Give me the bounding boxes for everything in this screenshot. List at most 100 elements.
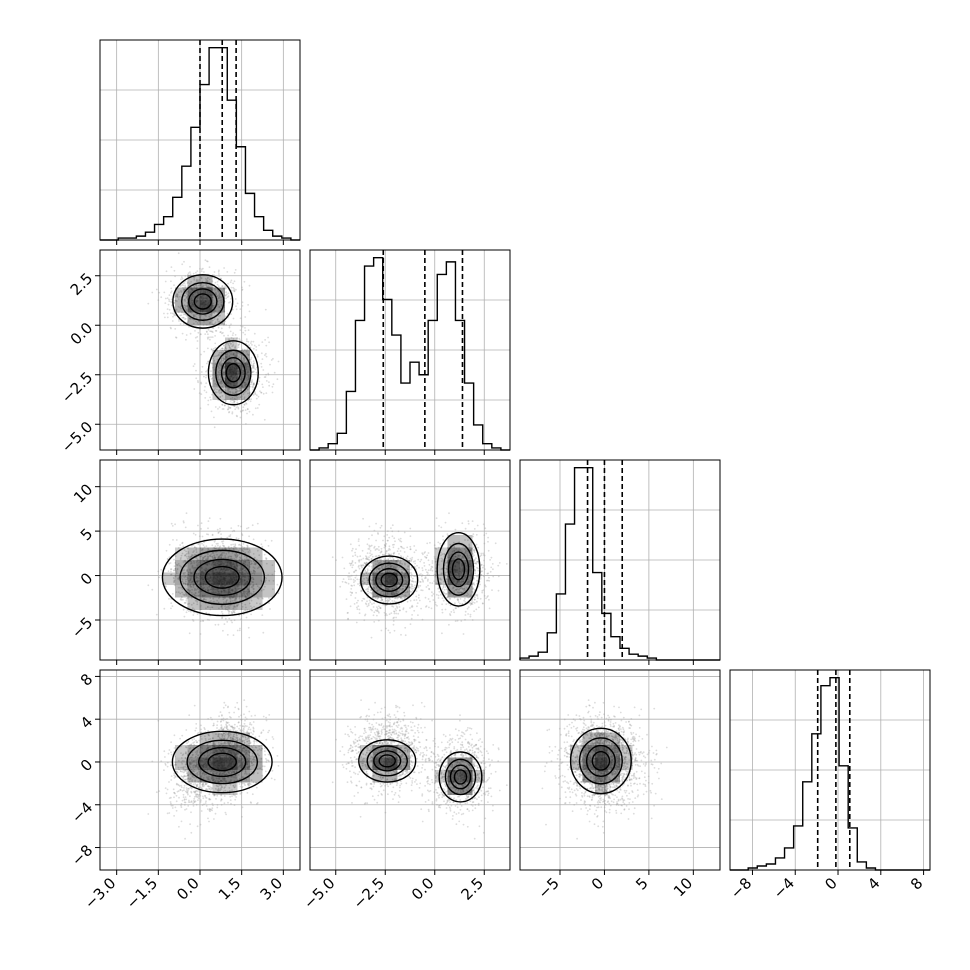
- scatter-point: [166, 557, 169, 560]
- scatter-point: [207, 337, 209, 340]
- scatter-point: [183, 602, 186, 604]
- scatter-point: [497, 564, 500, 567]
- scatter-point: [248, 284, 251, 287]
- scatter-point: [228, 338, 230, 340]
- scatter-point: [221, 610, 223, 613]
- scatter-point: [240, 389, 242, 392]
- scatter-point: [239, 410, 242, 412]
- scatter-point: [435, 593, 438, 596]
- scatter-point: [193, 315, 195, 318]
- scatter-point: [240, 618, 243, 621]
- scatter-point: [244, 329, 247, 332]
- scatter-point: [232, 353, 235, 356]
- scatter-point: [355, 574, 358, 577]
- scatter-point: [219, 517, 222, 520]
- scatter-point: [209, 330, 211, 332]
- scatter-point: [215, 330, 218, 332]
- scatter-point: [234, 408, 237, 411]
- scatter-point: [394, 540, 396, 543]
- scatter-point: [199, 328, 201, 331]
- scatter-point: [185, 296, 188, 298]
- scatter-point: [424, 596, 427, 599]
- scatter-point: [220, 379, 223, 382]
- scatter-point: [467, 522, 470, 525]
- scatter-point: [391, 535, 394, 538]
- scatter-point: [230, 543, 233, 546]
- scatter-point: [226, 536, 229, 539]
- scatter-point: [474, 596, 476, 599]
- scatter-point: [421, 618, 424, 621]
- y-tick-label: 10: [70, 480, 96, 506]
- scatter-point: [255, 371, 258, 374]
- scatter-point: [387, 530, 389, 532]
- scatter-point: [414, 581, 417, 583]
- scatter-point: [173, 314, 176, 317]
- scatter-point: [223, 357, 225, 359]
- scatter-point: [242, 360, 245, 363]
- scatter-point: [205, 330, 208, 333]
- scatter-point: [464, 527, 467, 530]
- scatter-point: [190, 281, 192, 283]
- scatter-point: [219, 382, 221, 384]
- scatter-point: [256, 522, 259, 525]
- scatter-point: [218, 389, 221, 392]
- scatter-point: [231, 334, 234, 336]
- scatter-point: [243, 280, 246, 283]
- scatter-point: [227, 388, 229, 391]
- scatter-point: [404, 634, 407, 637]
- scatter-point: [184, 275, 187, 277]
- scatter-point: [402, 556, 405, 559]
- scatter-point: [210, 348, 213, 351]
- scatter-point: [221, 285, 223, 287]
- scatter-point: [267, 336, 269, 339]
- scatter-point: [481, 591, 484, 594]
- scatter-point: [223, 354, 225, 357]
- scatter-point: [249, 342, 252, 344]
- scatter-point: [253, 362, 256, 364]
- scatter-point: [214, 335, 216, 337]
- scatter-point: [235, 288, 237, 291]
- scatter-point: [229, 281, 232, 284]
- scatter-point: [184, 304, 186, 307]
- scatter-point: [168, 562, 171, 565]
- scatter-point: [200, 268, 203, 271]
- scatter-point: [183, 282, 186, 284]
- scatter-point: [248, 410, 251, 413]
- scatter-point: [473, 554, 475, 557]
- scatter-point: [193, 278, 196, 281]
- scatter-point: [256, 407, 259, 409]
- scatter-point: [200, 277, 203, 280]
- scatter-point: [264, 539, 267, 542]
- scatter-point: [226, 354, 228, 356]
- scatter-point: [205, 611, 208, 614]
- scatter-point: [433, 580, 436, 582]
- scatter-point: [476, 600, 478, 603]
- scatter-point: [457, 601, 460, 603]
- scatter-point: [192, 620, 195, 622]
- scatter-point: [488, 598, 490, 601]
- scatter-point: [181, 542, 184, 545]
- scatter-point: [220, 536, 223, 539]
- scatter-point: [474, 572, 476, 575]
- scatter-point: [414, 562, 416, 565]
- scatter-point: [220, 533, 222, 535]
- scatter-point: [207, 361, 210, 363]
- scatter-point: [180, 314, 183, 317]
- scatter-point: [218, 392, 221, 395]
- scatter-point: [199, 267, 201, 270]
- scatter-point: [421, 567, 424, 569]
- scatter-point: [487, 540, 489, 543]
- scatter-point: [393, 551, 396, 554]
- scatter-point: [217, 407, 219, 410]
- scatter-point: [404, 626, 407, 629]
- scatter-point: [235, 406, 238, 409]
- scatter-point: [375, 539, 377, 542]
- scatter-point: [488, 607, 491, 610]
- scatter-point: [200, 382, 203, 385]
- scatter-point: [264, 339, 266, 341]
- scatter-point: [174, 275, 176, 278]
- scatter-point: [165, 270, 168, 273]
- scatter-point: [252, 360, 255, 363]
- scatter-point: [171, 593, 174, 595]
- scatter-point: [227, 610, 230, 612]
